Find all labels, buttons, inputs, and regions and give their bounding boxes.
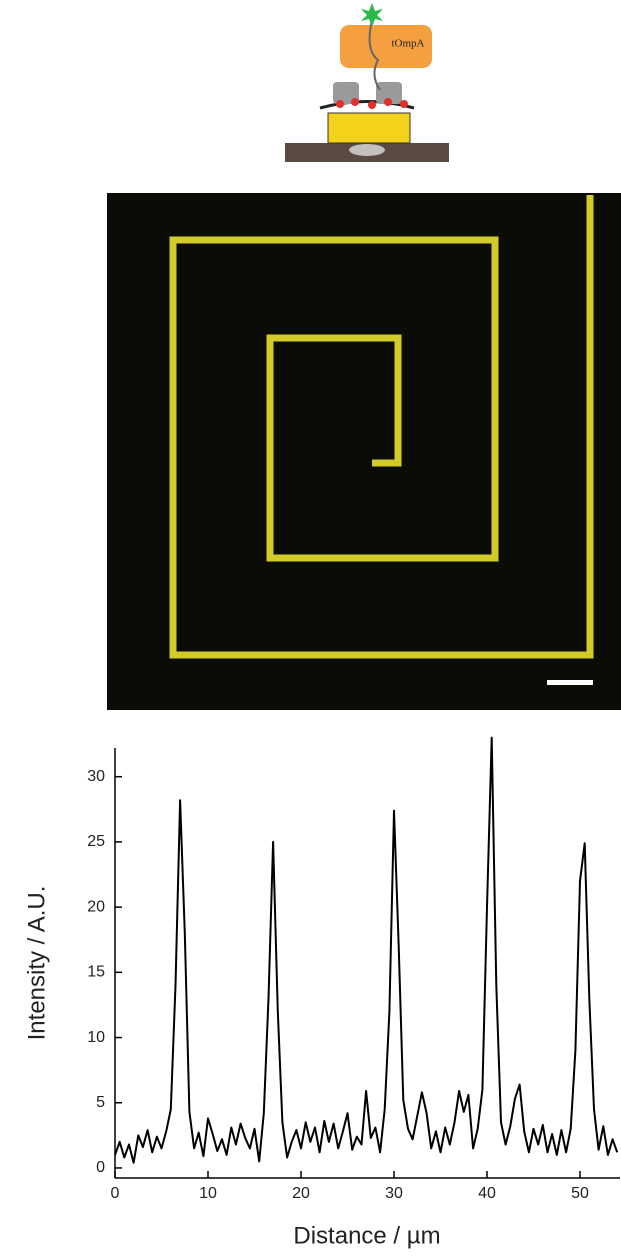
fluorophore: [361, 3, 383, 27]
gold-pad: [328, 113, 410, 143]
dot: [400, 100, 408, 108]
y-tick-label: 0: [96, 1159, 105, 1176]
profile-line: [115, 738, 617, 1163]
dot: [351, 98, 359, 106]
x-tick-label: 40: [478, 1185, 496, 1202]
y-tick-label: 5: [96, 1094, 105, 1111]
dot: [368, 101, 376, 109]
y-axis-label: Intensity / A.U.: [23, 886, 50, 1041]
y-tick-label: 20: [87, 898, 105, 915]
protein-label: tOmpA: [392, 38, 425, 50]
y-tick-label: 15: [87, 964, 105, 981]
x-tick-label: 50: [571, 1185, 589, 1202]
dot: [384, 98, 392, 106]
x-tick-label: 30: [385, 1185, 403, 1202]
y-tick-label: 25: [87, 833, 105, 850]
x-tick-label: 20: [292, 1185, 310, 1202]
x-axis-label: Distance / µm: [293, 1222, 440, 1249]
figure: tOmpA Intensity / A.U. Distance / µm 0 5 1…: [0, 0, 621, 1255]
x-tick-label: 0: [111, 1185, 120, 1202]
glow: [349, 144, 385, 156]
y-tick-label: 30: [87, 768, 105, 785]
fluorescence-image: [107, 193, 621, 710]
y-tick-label: 10: [87, 1029, 105, 1046]
profile-plot: Intensity / A.U. Distance / µm: [23, 886, 440, 1250]
x-tick-label: 10: [199, 1185, 217, 1202]
scale-bar: [547, 680, 593, 685]
schematic: tOmpA: [285, 3, 449, 162]
dot: [336, 100, 344, 108]
image-background: [107, 193, 621, 710]
